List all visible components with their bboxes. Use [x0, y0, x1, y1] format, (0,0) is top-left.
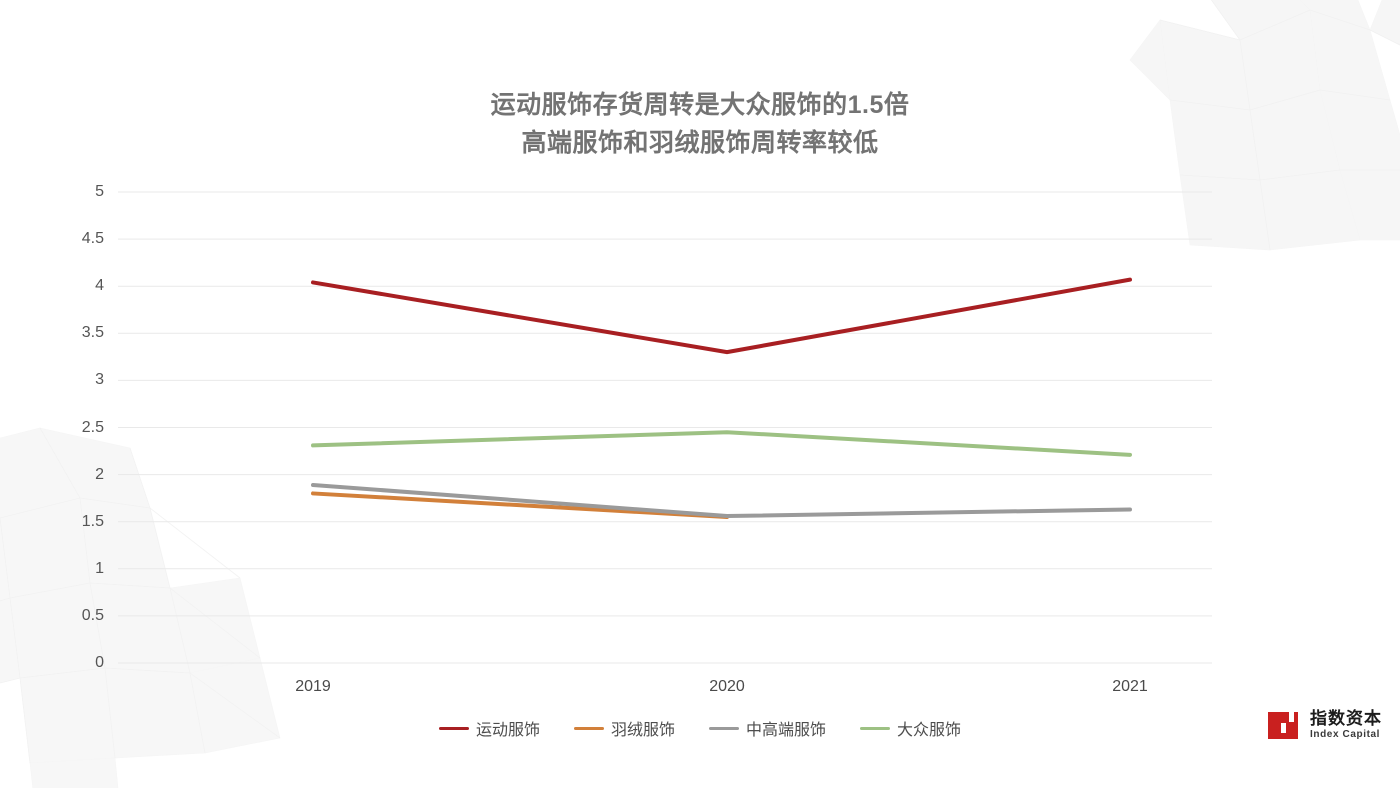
legend-swatch-icon	[860, 726, 891, 730]
legend-item-2[interactable]: 中高端服饰	[709, 716, 826, 740]
series-line-3	[311, 430, 1132, 457]
y-axis-tick-label: 0.5	[81, 606, 104, 624]
legend-item-0[interactable]: 运动服饰	[438, 716, 540, 740]
y-axis-tick-label: 1.5	[81, 512, 104, 530]
chart-gridlines	[118, 191, 1212, 664]
legend-item-1[interactable]: 羽绒服饰	[573, 716, 675, 740]
chart-legend: 运动服饰 羽绒服饰 中高端服饰 大众服饰	[0, 716, 1400, 740]
y-axis-tick-label: 3.5	[81, 324, 104, 342]
index-capital-logo: 指数资本 Index Capital	[1267, 708, 1382, 742]
legend-label: 中高端服饰	[746, 722, 827, 739]
y-axis-tick-label: 5	[95, 183, 104, 200]
legend-label: 运动服饰	[475, 722, 540, 739]
logo-mark-icon	[1267, 708, 1301, 742]
legend-label: 羽绒服饰	[610, 722, 675, 739]
legend-item-3[interactable]: 大众服饰	[860, 716, 961, 740]
chart-title: 运动服饰存货周转是大众服饰的1.5倍 高端服饰和羽绒服饰周转率较低	[0, 86, 1400, 162]
series-line-0	[311, 277, 1132, 355]
legend-label: 大众服饰	[897, 722, 962, 739]
legend-swatch-icon	[573, 726, 604, 730]
logo-text: 指数资本 Index Capital	[1310, 710, 1382, 740]
y-axis-tick-labels: 0 0.5 1 1.5 2 2.5 3 3.5 4 4.5 5	[58, 0, 104, 788]
y-axis-tick-label: 4.5	[81, 230, 104, 248]
x-axis-tick-label-2020: 2020	[709, 678, 745, 695]
logo-name-en: Index Capital	[1310, 729, 1381, 740]
chart-title-line-1: 运动服饰存货周转是大众服饰的1.5倍	[490, 91, 910, 119]
y-axis-tick-label: 2.5	[81, 418, 104, 436]
series-line-2	[311, 482, 1132, 519]
logo-name-cn: 指数资本	[1310, 709, 1382, 728]
y-axis-tick-label: 2	[95, 465, 104, 483]
y-axis-tick-label: 3	[95, 371, 104, 389]
x-axis-tick-label-2019: 2019	[295, 678, 331, 695]
chart-title-line-2: 高端服饰和羽绒服饰周转率较低	[521, 129, 879, 157]
x-axis-tick-label-2021: 2021	[1112, 678, 1148, 695]
series-line-1	[311, 491, 729, 519]
y-axis-tick-label: 1	[95, 559, 104, 577]
legend-swatch-icon	[709, 726, 739, 730]
chart-series-group	[311, 277, 1132, 519]
y-axis-tick-label: 4	[95, 277, 104, 295]
legend-swatch-icon	[438, 726, 469, 730]
y-axis-tick-label: 0	[95, 654, 104, 671]
